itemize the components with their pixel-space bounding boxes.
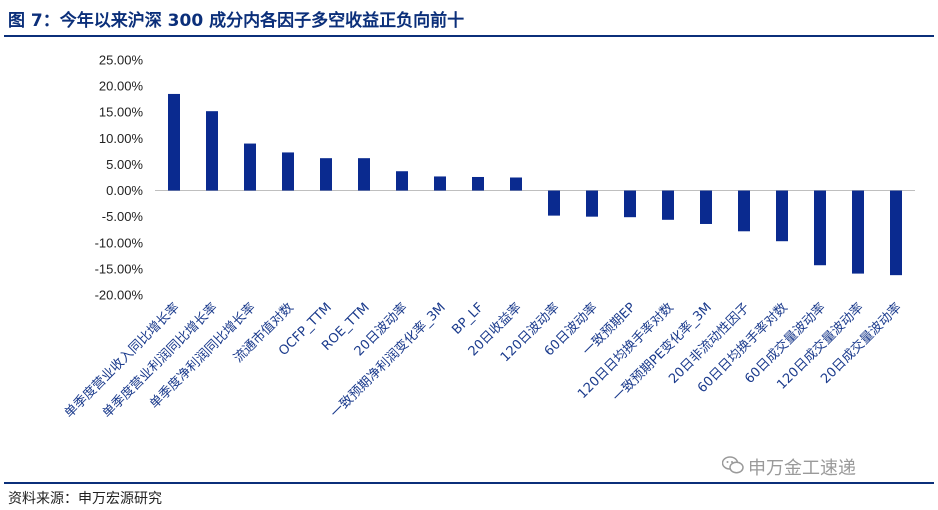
bar — [776, 190, 788, 242]
bar — [624, 190, 636, 218]
bar — [244, 143, 256, 191]
bar — [206, 111, 218, 191]
y-tick-label: -10.00% — [95, 235, 144, 250]
y-tick-label: -20.00% — [95, 288, 144, 303]
y-tick-label: 20.00% — [99, 79, 144, 94]
wechat-icon — [722, 456, 744, 474]
bar — [472, 176, 484, 191]
footer-rule — [4, 482, 934, 484]
y-tick-label: 15.00% — [99, 105, 144, 120]
bars — [168, 93, 902, 276]
y-tick-label: 0.00% — [106, 183, 143, 198]
bar — [662, 190, 674, 220]
y-tick-label: 10.00% — [99, 131, 144, 146]
bar — [814, 190, 826, 266]
source-note: 资料来源：申万宏源研究 — [8, 491, 162, 507]
y-tick-label: 5.00% — [106, 157, 143, 172]
watermark: 申万金工速递 — [748, 458, 856, 479]
y-tick-label: -15.00% — [95, 261, 144, 276]
bar — [168, 93, 180, 191]
bar — [434, 176, 446, 191]
bar — [890, 190, 902, 276]
bar-chart: 25.00% 20.00% 15.00% 10.00% 5.00% 0.00% -5.00%… — [61, 53, 915, 422]
y-tick-label: -5.00% — [102, 209, 144, 224]
bar — [700, 190, 712, 224]
bar — [510, 177, 522, 191]
bar — [738, 190, 750, 232]
category-labels: 单季度营业收入同比增长率单季度营业利润同比增长率单季度净利润同比增长率流通市值对… — [61, 300, 905, 422]
bar — [396, 171, 408, 191]
bar — [586, 190, 598, 217]
bar — [320, 158, 332, 191]
y-axis: 25.00% 20.00% 15.00% 10.00% 5.00% 0.00% -5.00%… — [95, 53, 144, 303]
bar — [358, 158, 370, 191]
bar — [282, 152, 294, 191]
chart-title: 图 7：今年以来沪深 300 成分内各因子多空收益正负向前十 — [8, 11, 465, 31]
bar — [852, 190, 864, 274]
y-tick-label: 25.00% — [99, 53, 144, 68]
bar — [548, 190, 560, 216]
title-rule — [4, 35, 934, 37]
